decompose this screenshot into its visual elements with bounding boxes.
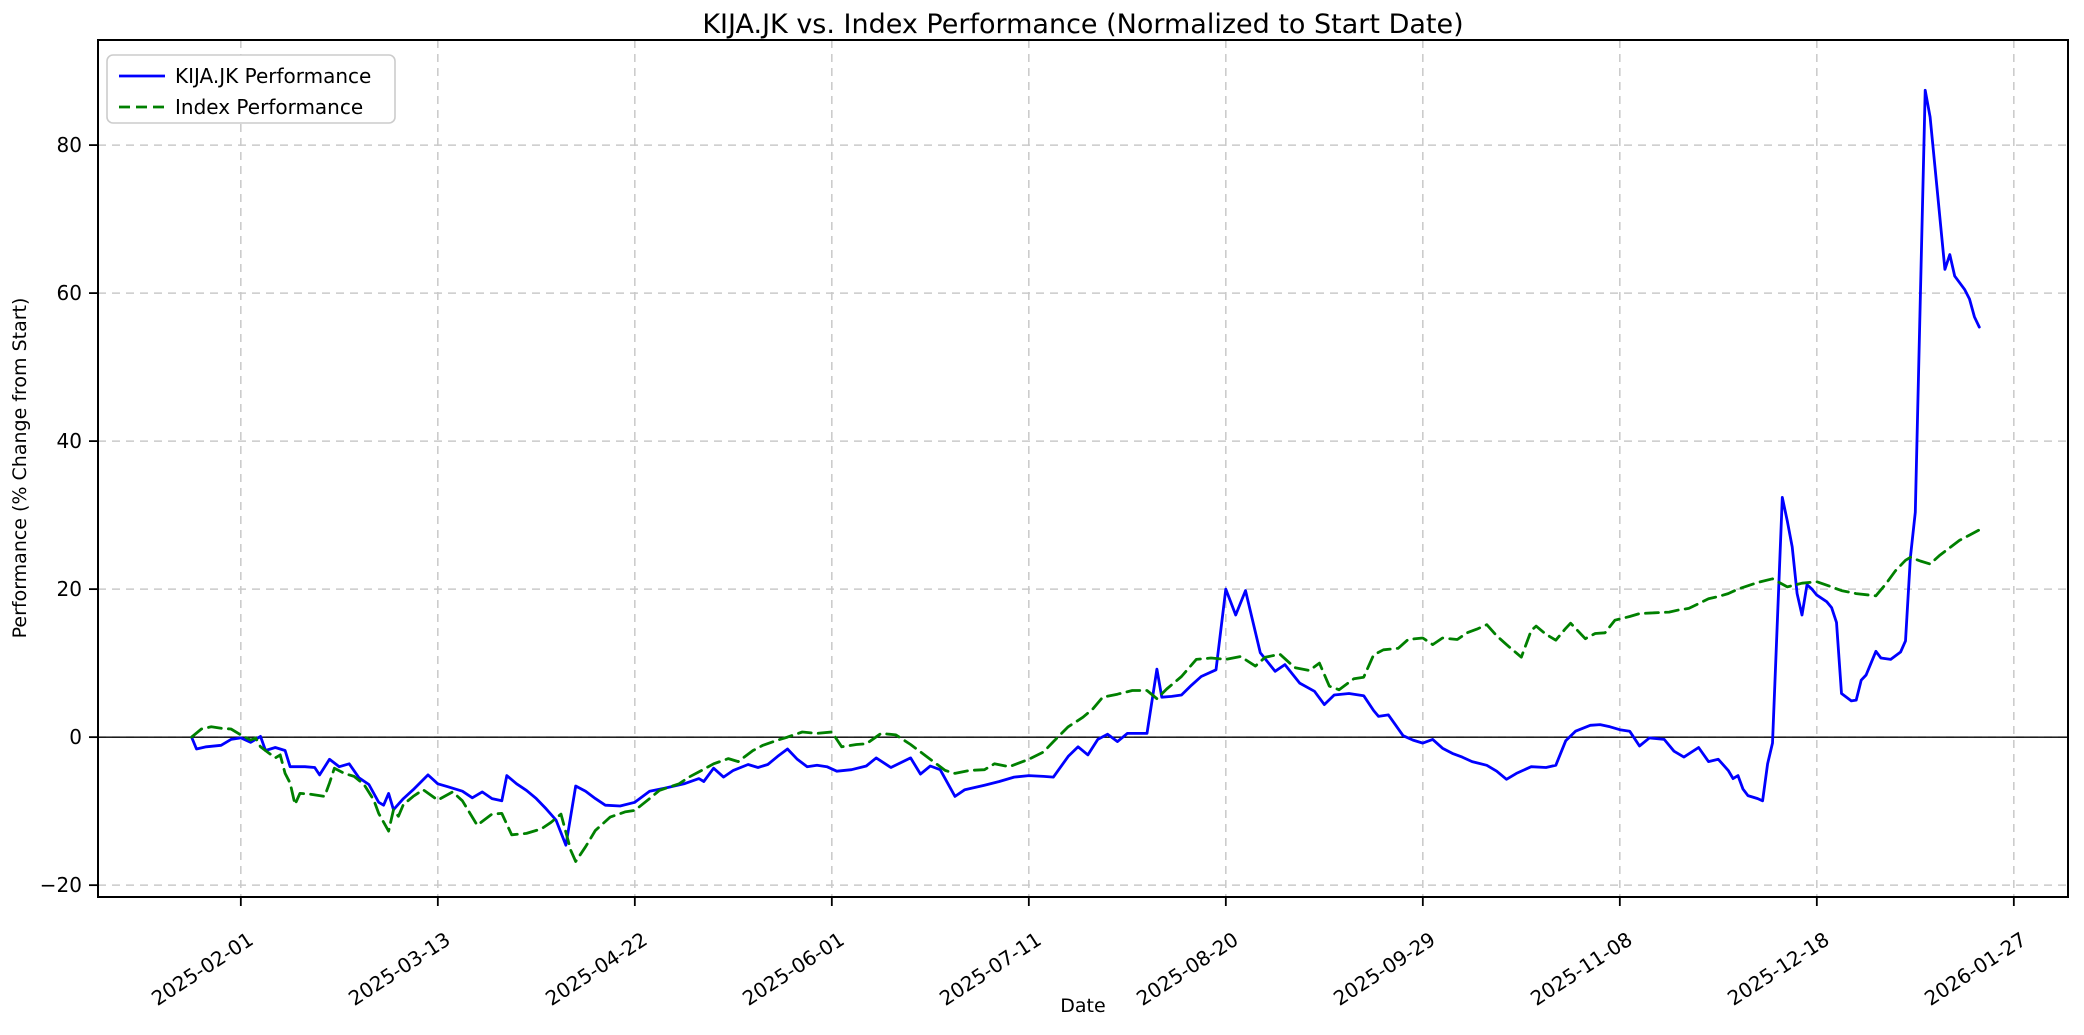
plot-border (97, 39, 2069, 898)
x-tick-label: 2025-09-29 (1329, 927, 1440, 1010)
x-tick-label: 2025-12-18 (1723, 927, 1834, 1010)
x-tick-label: 2025-06-01 (738, 927, 849, 1010)
index-performance-line (190, 528, 1981, 863)
y-axis-label: Performance (% Change from Start) (9, 298, 31, 639)
legend: KIJA.JK Performance Index Performance (106, 54, 396, 124)
legend-label: Index Performance (175, 95, 363, 119)
y-tick-label: 20 (57, 577, 82, 601)
y-tick-label: 60 (57, 281, 82, 305)
legend-label: KIJA.JK Performance (175, 64, 371, 88)
y-tick-label: −20 (40, 873, 82, 897)
axes-spines-and-ticks (89, 39, 2069, 906)
x-tick-label: 2025-04-22 (541, 927, 652, 1010)
y-tick-label: 40 (57, 429, 82, 453)
chart-title: KIJA.JK vs. Index Performance (Normalize… (702, 9, 1463, 40)
x-tick-label: 2025-08-20 (1132, 927, 1243, 1010)
legend-box (106, 54, 396, 124)
tick-labels: 2025-02-01 2025-03-13 2025-04-22 2025-06-01… (40, 133, 2031, 1010)
x-tick-label: 2025-03-13 (344, 927, 455, 1010)
x-tick-label: 2025-07-11 (935, 927, 1046, 1010)
series-lines (190, 88, 1981, 863)
y-tick-label: 0 (69, 725, 82, 749)
y-tick-label: 80 (57, 133, 82, 157)
kija-performance-line (190, 88, 1981, 847)
x-tick-label: 2025-11-08 (1526, 927, 1637, 1010)
x-axis-label: Date (1060, 995, 1105, 1017)
gridlines (98, 40, 2068, 897)
x-tick-label: 2025-02-01 (147, 927, 258, 1010)
x-tick-label: 2026-01-27 (1920, 927, 2031, 1010)
